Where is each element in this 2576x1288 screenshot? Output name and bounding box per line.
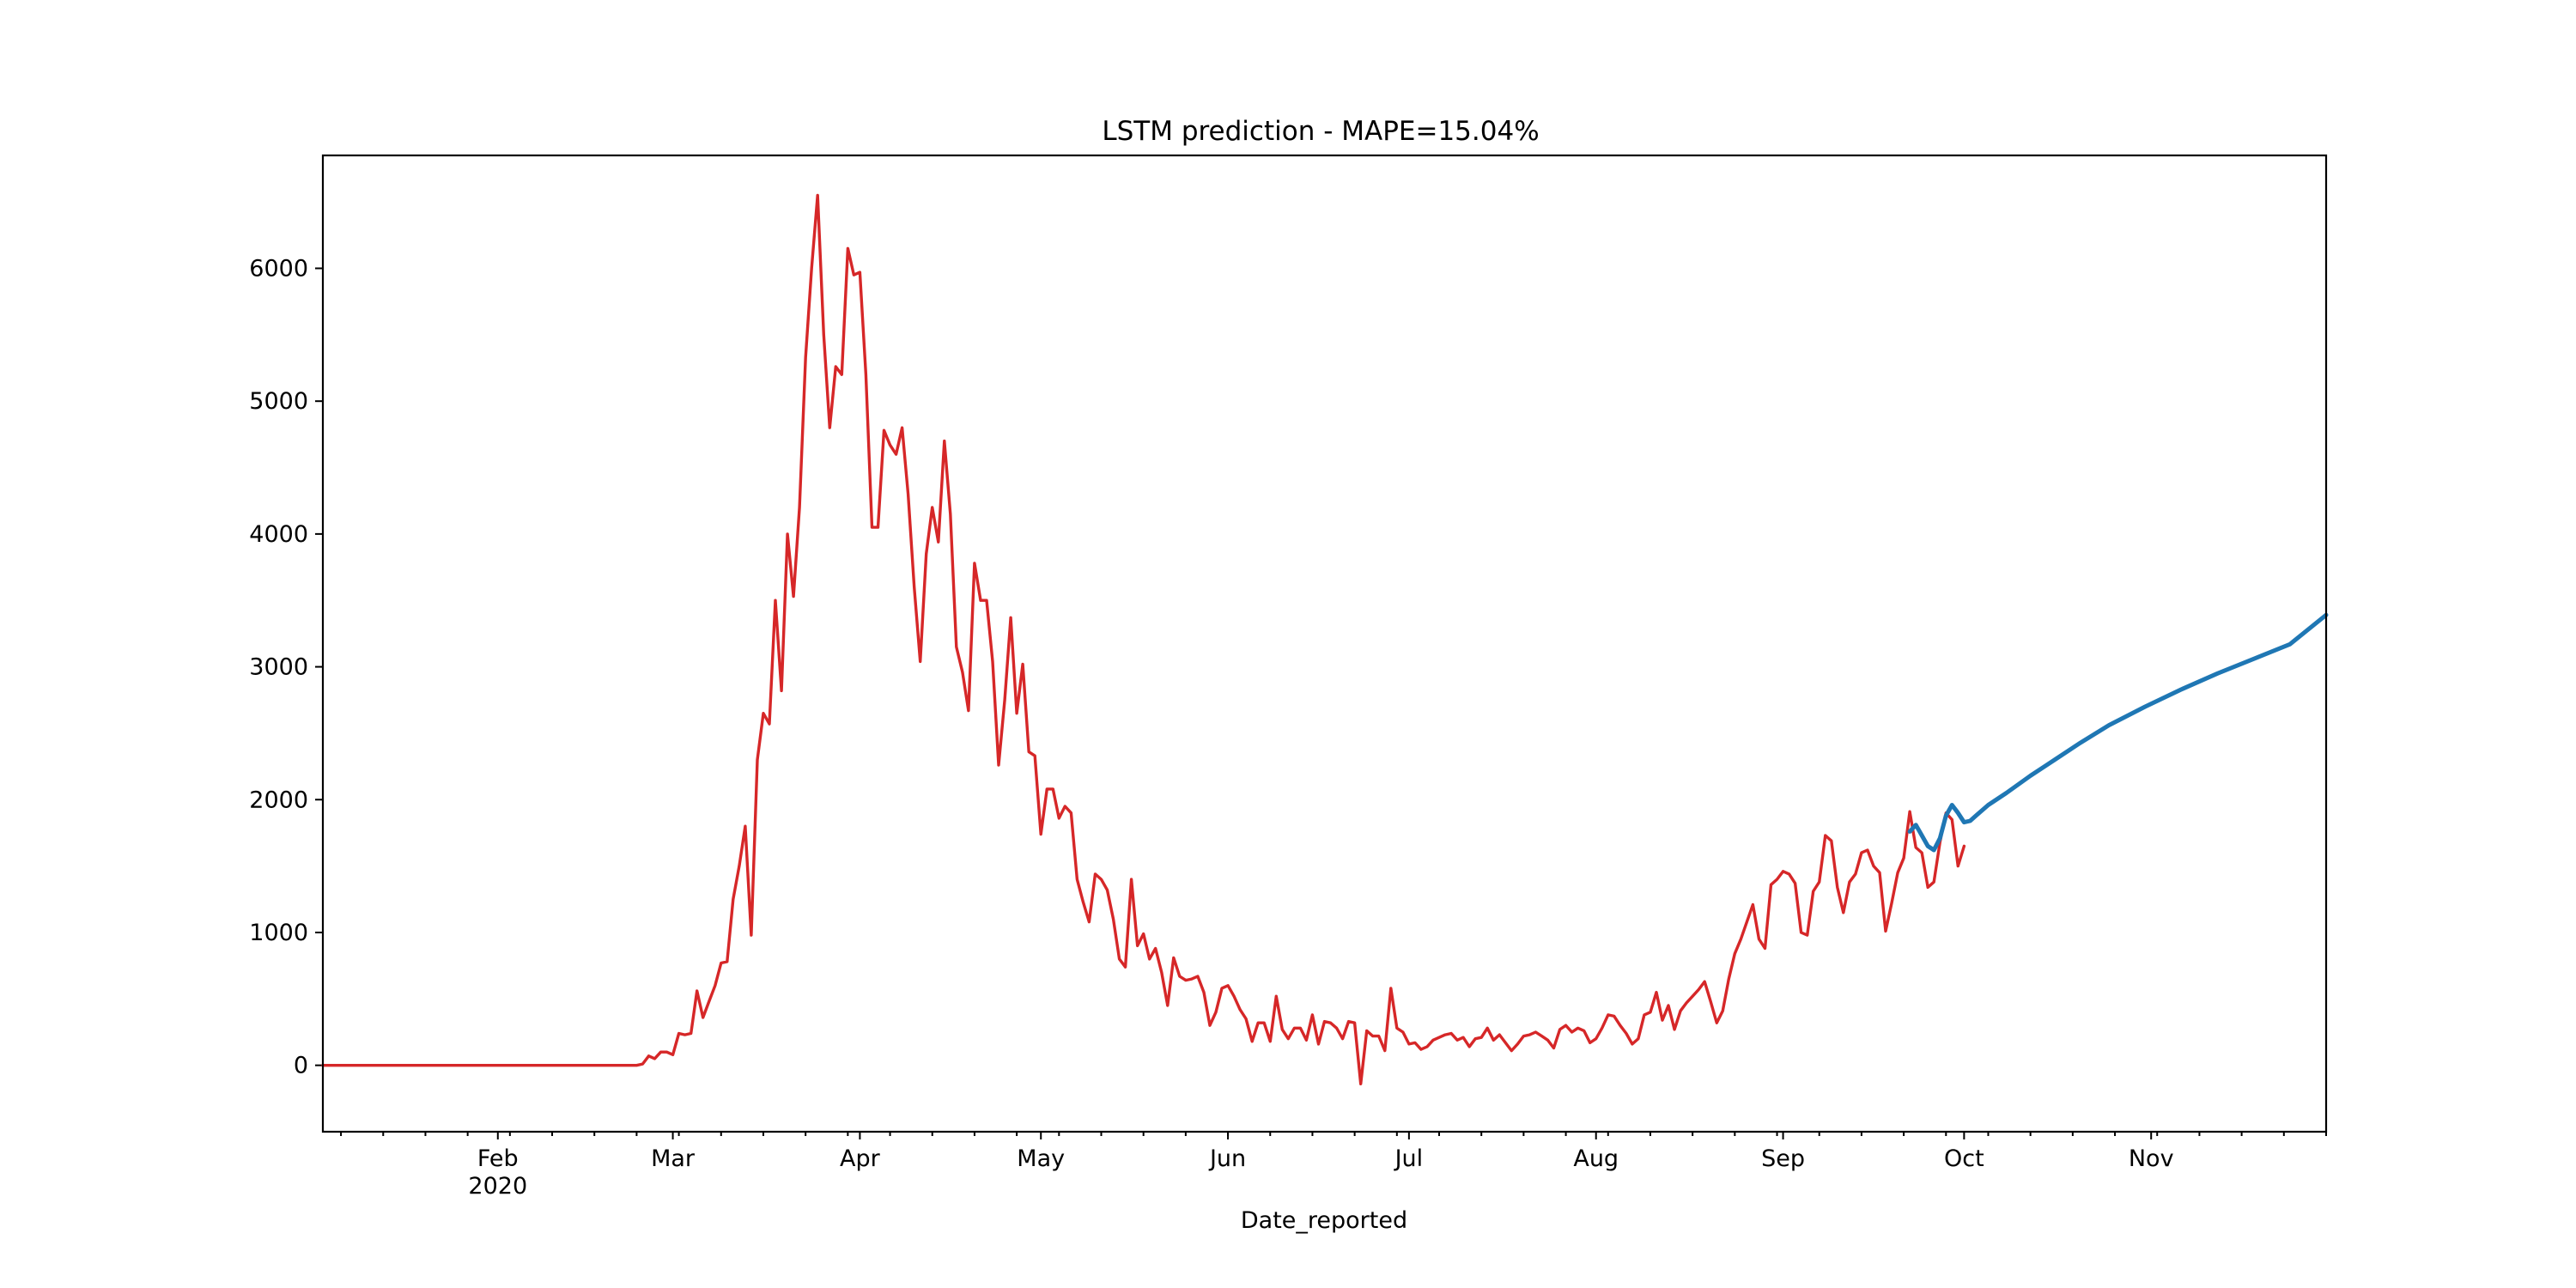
y-axis: 0 1000 2000 3000 4000 5000 6000	[249, 255, 323, 1079]
y-tick-label: 6000	[249, 255, 308, 282]
plot-frame	[321, 154, 2328, 1133]
x-tick-label: Jul	[1394, 1145, 1424, 1172]
y-tick-label: 3000	[249, 654, 308, 681]
x-tick-label: Nov	[2129, 1145, 2174, 1172]
series-line-actual	[321, 193, 1966, 1086]
x-tick-label: Oct	[1944, 1145, 1984, 1172]
x-tick-label: Apr	[840, 1145, 881, 1172]
chart-title: LSTM prediction - MAPE=15.04%	[1102, 116, 1539, 147]
y-tick-label: 1000	[249, 920, 308, 946]
x-tick-label: May	[1017, 1145, 1065, 1172]
x-tick-label: Mar	[651, 1145, 696, 1172]
plot-series	[321, 193, 2329, 1086]
x-axis-label: Date_reported	[1241, 1207, 1407, 1234]
y-tick-label: 4000	[249, 521, 308, 548]
x-tick-label: Jun	[1208, 1145, 1246, 1172]
x-tick-label: Aug	[1573, 1145, 1619, 1172]
x-tick-label: Feb	[477, 1145, 519, 1172]
x-tick-sublabel: 2020	[468, 1173, 527, 1200]
x-tick-label: Sep	[1761, 1145, 1805, 1172]
y-tick-label: 2000	[249, 787, 308, 813]
series-line-prediction	[1907, 612, 2329, 853]
y-tick-label: 0	[294, 1053, 308, 1079]
y-tick-label: 5000	[249, 388, 308, 415]
